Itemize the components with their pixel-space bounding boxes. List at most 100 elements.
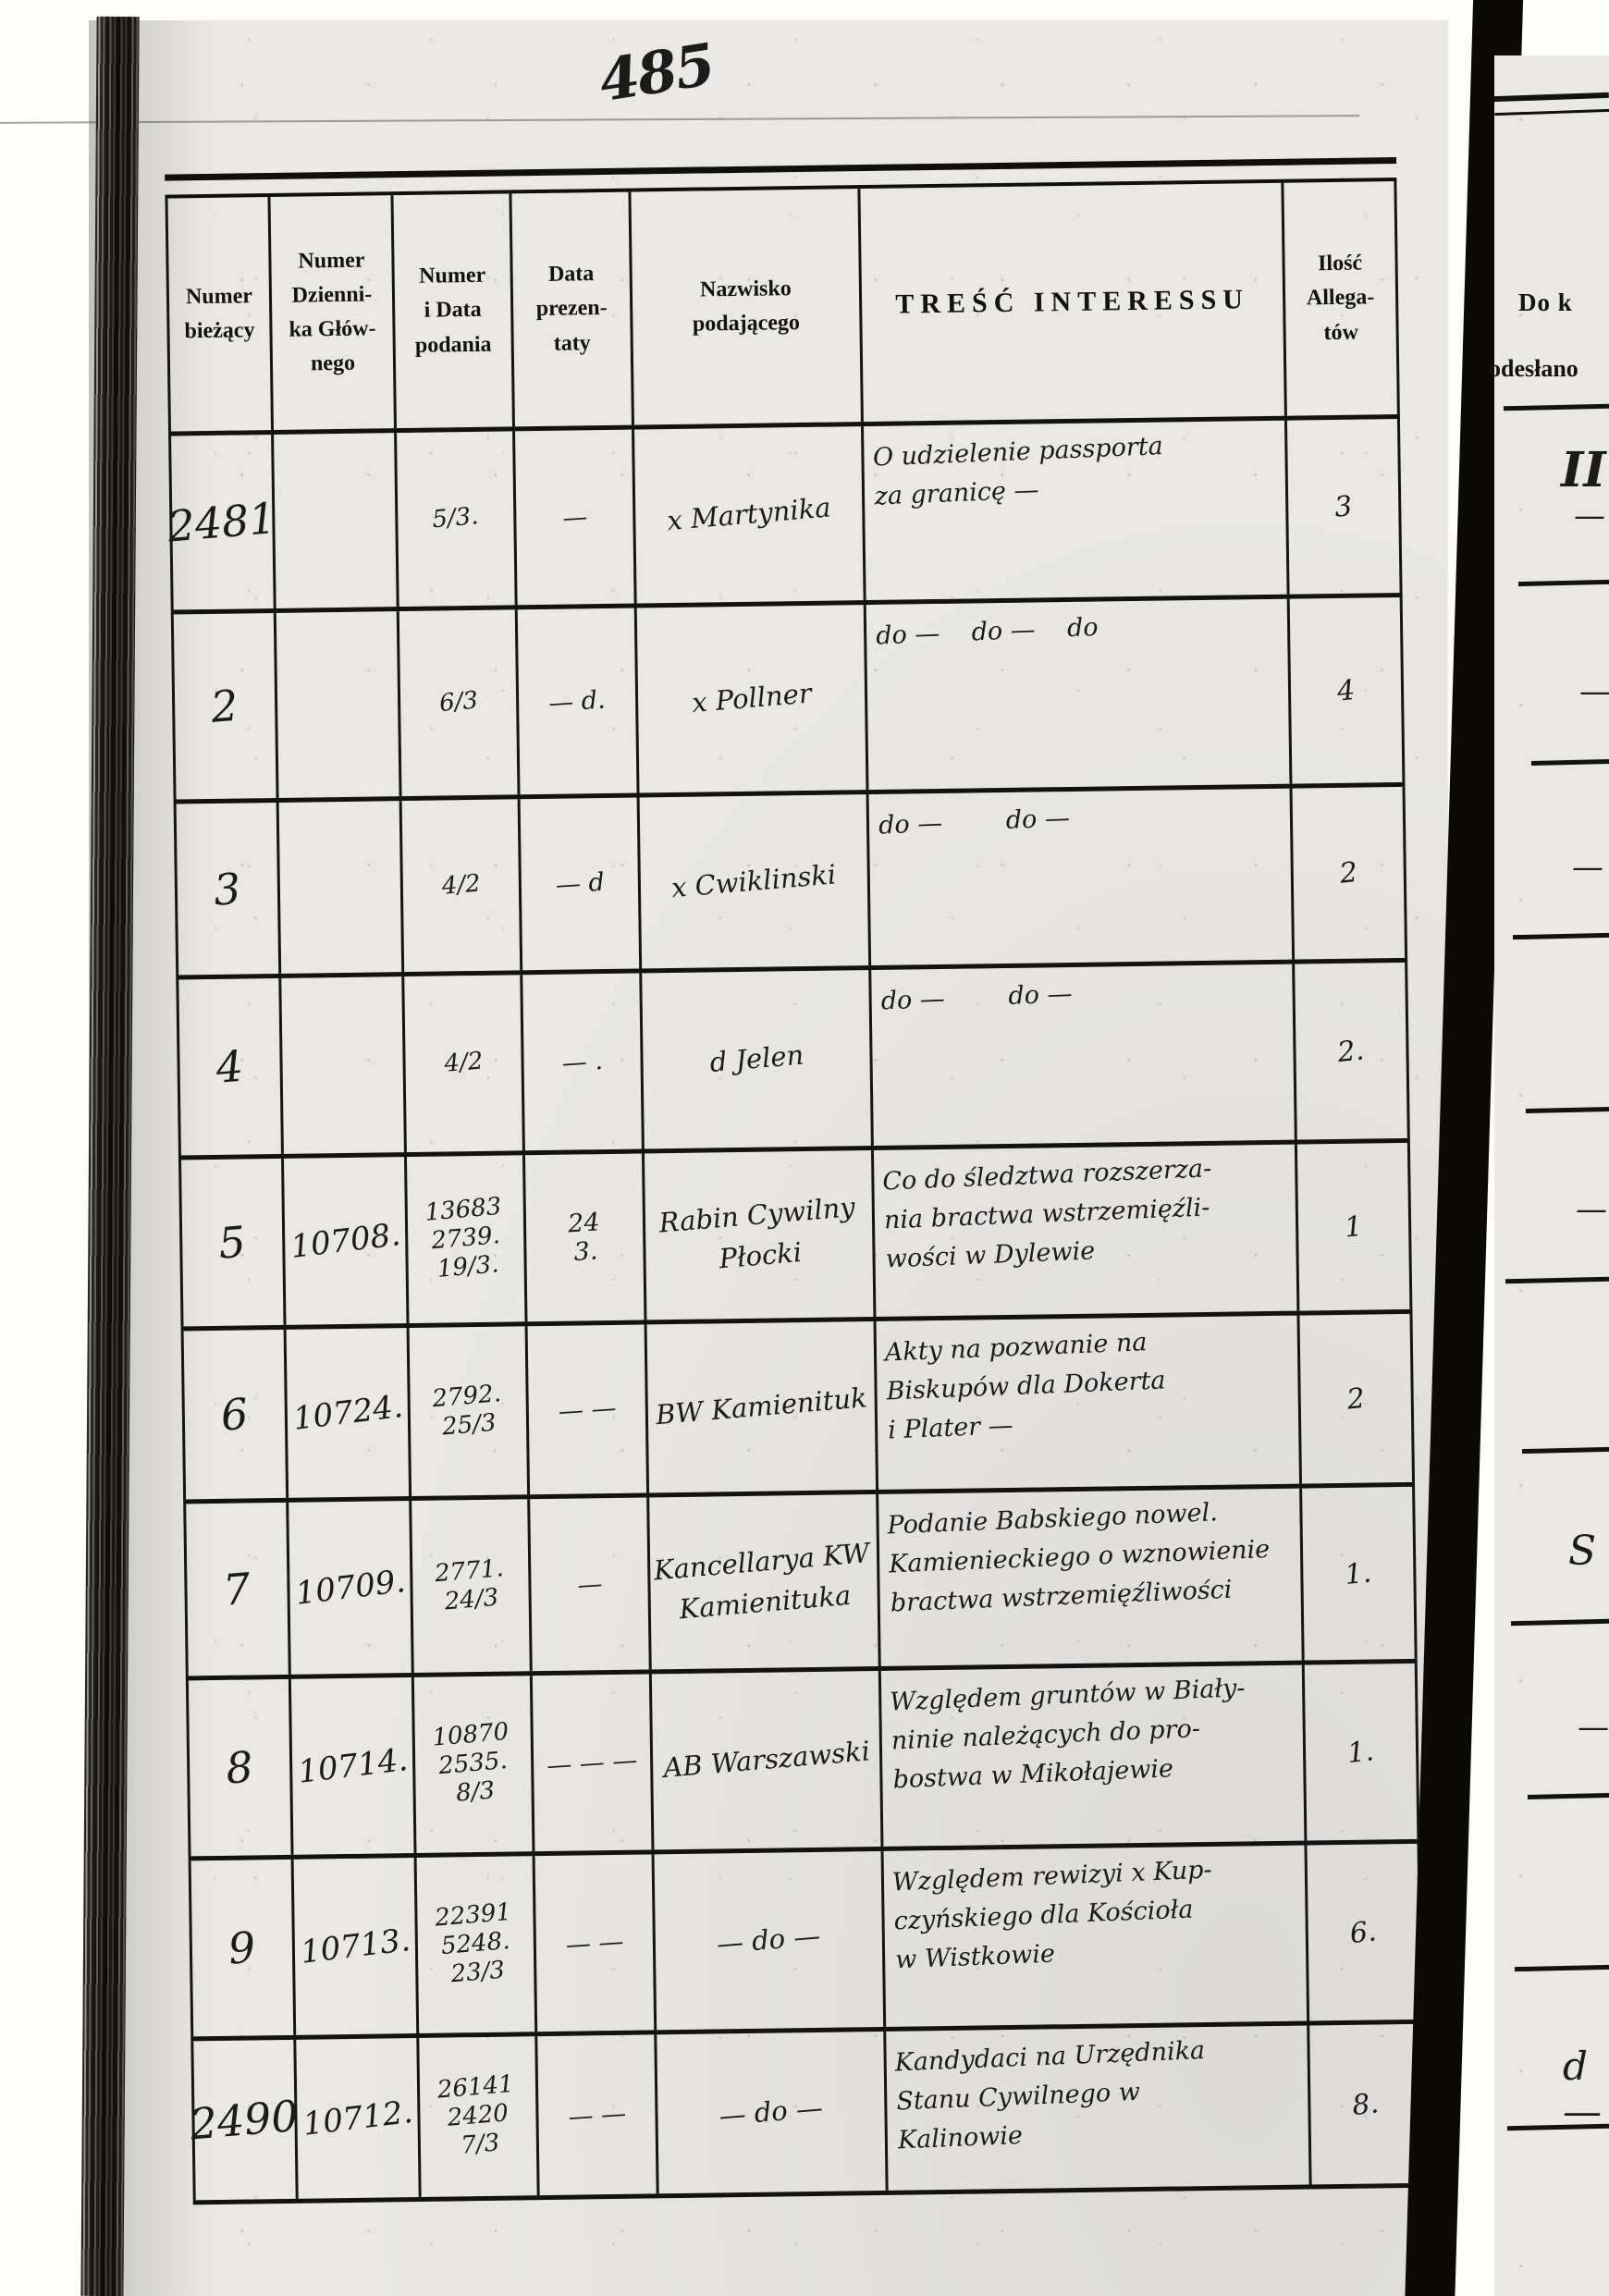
- cell-prezentaty: — .: [522, 973, 645, 1151]
- prezentaty-value: — —: [567, 2098, 627, 2131]
- tresc-value: do — do — do: [875, 612, 1099, 651]
- tresc-value: O udzielenie passporta za granicę —: [872, 432, 1164, 511]
- cell-podania: 6/3: [399, 609, 521, 797]
- table-row: 9 10713. 22391 5248. 23/3 — — — do — Wzg…: [188, 1843, 1423, 2042]
- nazwisko-value: — do —: [718, 2092, 825, 2132]
- dziennik-value: 10708.: [288, 1216, 402, 1266]
- right-page-row-rule: [1503, 403, 1609, 411]
- table-header-row: Numer bieżący Numer Dzienni- ka Głów- ne…: [165, 180, 1400, 436]
- cell-numer: 2: [170, 612, 279, 800]
- right-page-row-rule: [1521, 1446, 1609, 1455]
- cell-podania: 10870 2535. 8/3: [413, 1676, 535, 1853]
- cell-ilosc: 1.: [1304, 1663, 1420, 1841]
- cell-tresc: do — do —: [868, 788, 1296, 966]
- podania-value: 6/3: [437, 686, 479, 718]
- cell-nazwisko: Kancellarya KW Kamienituka: [649, 1493, 881, 1670]
- cell-ilosc: 4: [1289, 596, 1406, 784]
- cell-podania: 26141 2420 7/3: [419, 2036, 540, 2197]
- cell-ilosc: 1: [1296, 1142, 1413, 1311]
- table-row: 2 6/3 — d. x Pollner do — do — do 4: [170, 596, 1406, 804]
- right-page-row-rule: [1510, 1618, 1609, 1627]
- podania-value: 2771. 24/3: [434, 1553, 505, 1616]
- right-page-row-rule: [1527, 1793, 1609, 1799]
- nazwisko-value: AB Warszawski: [661, 1735, 871, 1785]
- table-row: 5 10708. 13683 2739. 19/3. 24 3. Rabin C…: [178, 1142, 1413, 1332]
- podania-value: 2792. 25/3: [431, 1379, 503, 1442]
- tresc-value: Względem rewizyi x Kup- czyńskiego dla K…: [891, 1855, 1213, 1975]
- ilosc-value: 6.: [1348, 1914, 1379, 1950]
- cell-dziennik: [278, 801, 405, 974]
- nazwisko-value: x Cwiklinski: [669, 858, 838, 903]
- right-page-row-rule: [1505, 1276, 1609, 1284]
- cell-numer: 4: [176, 977, 284, 1156]
- cell-ilosc: 2: [1299, 1313, 1416, 1484]
- cell-podania: 5/3.: [397, 431, 518, 608]
- cell-tresc: Podanie Babskiego nowel. Kamienieckiego …: [878, 1488, 1305, 1666]
- tresc-value: Akty na pozwanie na Biskupów dla Dokerta…: [884, 1328, 1167, 1445]
- numer-value: 4: [214, 1040, 246, 1093]
- cell-dziennik: 10713.: [293, 1857, 420, 2035]
- cell-prezentaty: —: [530, 1497, 652, 1672]
- cell-ilosc: 3: [1286, 418, 1403, 595]
- cell-tresc: do — do —: [871, 964, 1297, 1146]
- right-page-entry-mark: d —: [1563, 2044, 1602, 2134]
- numer-value: 6: [219, 1388, 251, 1441]
- table-row: 3 4/2 — d x Cwiklinski do — do — 2: [173, 786, 1408, 980]
- nazwisko-value: BW Kamienituk: [654, 1381, 868, 1431]
- cell-numer: 2481: [166, 434, 278, 610]
- cell-prezentaty: —: [515, 429, 637, 606]
- prezentaty-value: — —: [564, 1926, 625, 1959]
- numer-value: 2490: [188, 2090, 301, 2150]
- right-page-entry-mark: S: [1568, 1528, 1597, 1575]
- cell-dziennik: 10708.: [284, 1157, 410, 1325]
- cell-dziennik: [281, 976, 407, 1154]
- cell-nazwisko: — do —: [657, 2031, 889, 2194]
- header-numer-biezacy: Numer bieżący: [165, 197, 275, 432]
- podania-value: 4/2: [440, 869, 482, 901]
- table-row: 2490 10712. 26141 2420 7/3 — — — do — Ka…: [188, 2023, 1425, 2205]
- cell-nazwisko: x Pollner: [636, 605, 869, 793]
- numer-value: 2: [209, 680, 241, 732]
- cell-prezentaty: — —: [537, 2034, 659, 2196]
- tresc-value: do — do —: [880, 979, 1074, 1016]
- cell-numer: 6: [180, 1329, 289, 1500]
- cell-podania: 22391 5248. 23/3: [416, 1856, 538, 2033]
- cell-dziennik: 10709.: [289, 1501, 414, 1675]
- podania-value: 10870 2535. 8/3: [431, 1718, 510, 1809]
- cell-ilosc: 2: [1292, 786, 1408, 960]
- table-row: 8 10714. 10870 2535. 8/3 — — — AB Warsza…: [185, 1663, 1420, 1861]
- right-page-entry-mark: —: [1579, 673, 1609, 710]
- table-row: 2481 5/3. — x Martynika O udzielenie pas…: [166, 418, 1403, 615]
- table-row: 6 10724. 2792. 25/3 — — BW Kamienituk Ak…: [180, 1313, 1416, 1504]
- right-page-row-rule: [1512, 932, 1609, 940]
- cell-prezentaty: — —: [527, 1324, 650, 1495]
- cell-ilosc: 8.: [1309, 2023, 1425, 2185]
- right-page-entry-mark: —: [1576, 1191, 1607, 1228]
- cell-numer: 2490: [188, 2039, 301, 2201]
- podania-value: 5/3.: [431, 502, 481, 534]
- cell-dziennik: 10724.: [286, 1328, 412, 1498]
- right-page-header-line1: Do k: [1518, 289, 1573, 316]
- ilosc-value: 2.: [1335, 1033, 1367, 1069]
- nazwisko-value: Rabin Cywilny Płocki: [657, 1190, 857, 1274]
- numer-value: 5: [216, 1216, 249, 1269]
- tresc-value: Względem gruntów w Biały- ninie należący…: [889, 1674, 1247, 1795]
- cell-dziennik: 10712.: [296, 2037, 422, 2199]
- prezentaty-value: 24 3.: [567, 1208, 601, 1268]
- cell-numer: 8: [185, 1678, 294, 1857]
- table-row: 7 10709. 2771. 24/3 — Kancellarya KW Kam…: [183, 1486, 1418, 1681]
- cell-numer: 9: [188, 1859, 297, 2037]
- prezentaty-value: — —: [557, 1393, 618, 1426]
- right-page-entry-mark: II: [1561, 442, 1606, 498]
- cell-tresc: Kandydaci na Urzędnika Stanu Cywilnego w…: [886, 2025, 1312, 2191]
- cell-tresc: Względem rewizyi x Kup- czyńskiego dla K…: [883, 1845, 1310, 2027]
- cell-ilosc: 6.: [1307, 1843, 1423, 2021]
- numer-value: 3: [212, 863, 243, 915]
- ilosc-value: 1.: [1345, 1734, 1376, 1770]
- cell-ilosc: 1.: [1302, 1486, 1418, 1661]
- cell-dziennik: [276, 611, 402, 798]
- podania-value: 13683 2739. 19/3.: [424, 1193, 503, 1284]
- nazwisko-value: Kancellarya KW Kamienituka: [653, 1536, 872, 1625]
- ilosc-value: 8.: [1350, 2086, 1381, 2122]
- table-row: 4 4/2 — . d Jelen do — do — 2.: [176, 962, 1410, 1160]
